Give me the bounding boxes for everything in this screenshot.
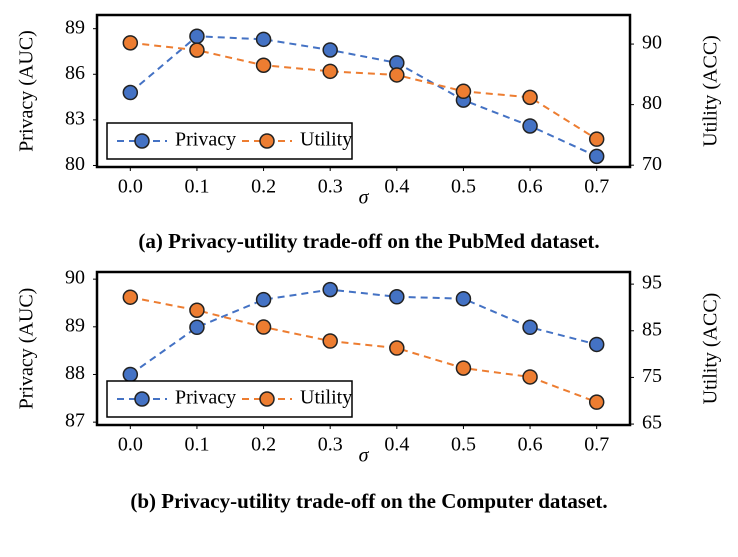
- y-tick-label: 89: [65, 314, 85, 336]
- data-point: [189, 302, 205, 318]
- y-tick-label: 89: [65, 16, 85, 38]
- data-point: [455, 290, 472, 307]
- x-tick-label: 0.3: [318, 176, 343, 198]
- data-point: [522, 118, 538, 134]
- data-point: [322, 42, 338, 58]
- x-tick-label: 0.1: [184, 434, 209, 456]
- y2-axis-title: Utility (ACC): [700, 35, 722, 147]
- x-tick-label: 0.0: [118, 176, 143, 198]
- data-point: [322, 63, 338, 80]
- caption: (b) Privacy-utility trade-off on the Com…: [130, 489, 607, 513]
- plot-frame: [95, 270, 632, 427]
- x-tick-label: 0.3: [318, 434, 343, 456]
- data-point: [122, 366, 139, 383]
- x-tick-label: 0.4: [384, 434, 409, 456]
- data-point: [122, 84, 139, 101]
- data-point: [389, 340, 405, 356]
- plot-frame: [95, 13, 632, 169]
- y2-tick-label: 65: [642, 412, 662, 434]
- data-point: [322, 281, 338, 298]
- legend-marker: [134, 133, 150, 149]
- y2-tick-label: 75: [642, 365, 662, 387]
- x-tick-label: 0.1: [184, 176, 209, 198]
- legend-marker: [259, 391, 275, 407]
- data-point: [189, 319, 205, 336]
- y-axis-title: Privacy (AUC): [16, 288, 38, 410]
- x-axis-title: σ: [359, 445, 370, 467]
- x-tick-label: 0.6: [518, 176, 543, 198]
- y-tick-label: 80: [65, 153, 85, 175]
- data-point: [522, 319, 538, 336]
- y-tick-label: 83: [65, 107, 85, 129]
- series-line: [130, 41, 598, 140]
- data-point: [455, 360, 472, 376]
- data-point: [255, 31, 272, 48]
- x-tick-label: 0.7: [584, 176, 609, 198]
- series-line: [129, 35, 598, 158]
- data-point: [455, 83, 472, 100]
- data-point: [588, 394, 605, 410]
- x-tick-label: 0.4: [384, 176, 409, 198]
- y2-tick-label: 80: [642, 92, 662, 114]
- x-tick-label: 0.0: [118, 434, 143, 456]
- legend-label: Utility: [300, 387, 352, 409]
- data-point: [122, 289, 139, 305]
- legend-label: Privacy: [175, 387, 236, 409]
- y2-axis-title: Utility (ACC): [700, 293, 722, 405]
- data-point: [588, 336, 605, 353]
- data-point: [389, 289, 405, 305]
- series-line: [130, 296, 598, 404]
- data-point: [255, 57, 272, 74]
- y-tick-label: 86: [65, 62, 85, 84]
- x-tick-label: 0.2: [251, 176, 276, 198]
- data-point: [588, 131, 605, 147]
- y2-tick-label: 70: [642, 153, 662, 175]
- data-point: [588, 148, 605, 165]
- data-point: [122, 35, 139, 51]
- legend-label: Utility: [300, 129, 352, 151]
- y-tick-label: 88: [65, 362, 85, 384]
- y-tick-label: 87: [65, 410, 85, 432]
- y2-tick-label: 85: [642, 318, 662, 340]
- data-point: [522, 89, 538, 106]
- data-point: [389, 67, 405, 83]
- y-tick-label: 90: [65, 267, 85, 289]
- data-point: [522, 369, 538, 385]
- legend-label: Privacy: [175, 129, 236, 151]
- x-tick-label: 0.2: [251, 434, 276, 456]
- data-point: [322, 333, 338, 349]
- data-point: [255, 319, 272, 335]
- x-tick-label: 0.7: [584, 434, 609, 456]
- x-axis-title: σ: [359, 187, 370, 209]
- caption: (a) Privacy-utility trade-off on the Pub…: [138, 229, 599, 253]
- y-axis-title: Privacy (AUC): [16, 30, 38, 152]
- data-point: [189, 42, 205, 58]
- y2-tick-label: 95: [642, 272, 662, 294]
- series-line: [129, 288, 597, 376]
- x-tick-label: 0.6: [518, 434, 543, 456]
- data-point: [189, 28, 205, 45]
- legend-marker: [259, 133, 275, 149]
- x-tick-label: 0.5: [451, 434, 476, 456]
- legend-marker: [134, 391, 150, 407]
- data-point: [255, 291, 272, 308]
- y2-tick-label: 90: [642, 32, 662, 54]
- x-tick-label: 0.5: [451, 176, 476, 198]
